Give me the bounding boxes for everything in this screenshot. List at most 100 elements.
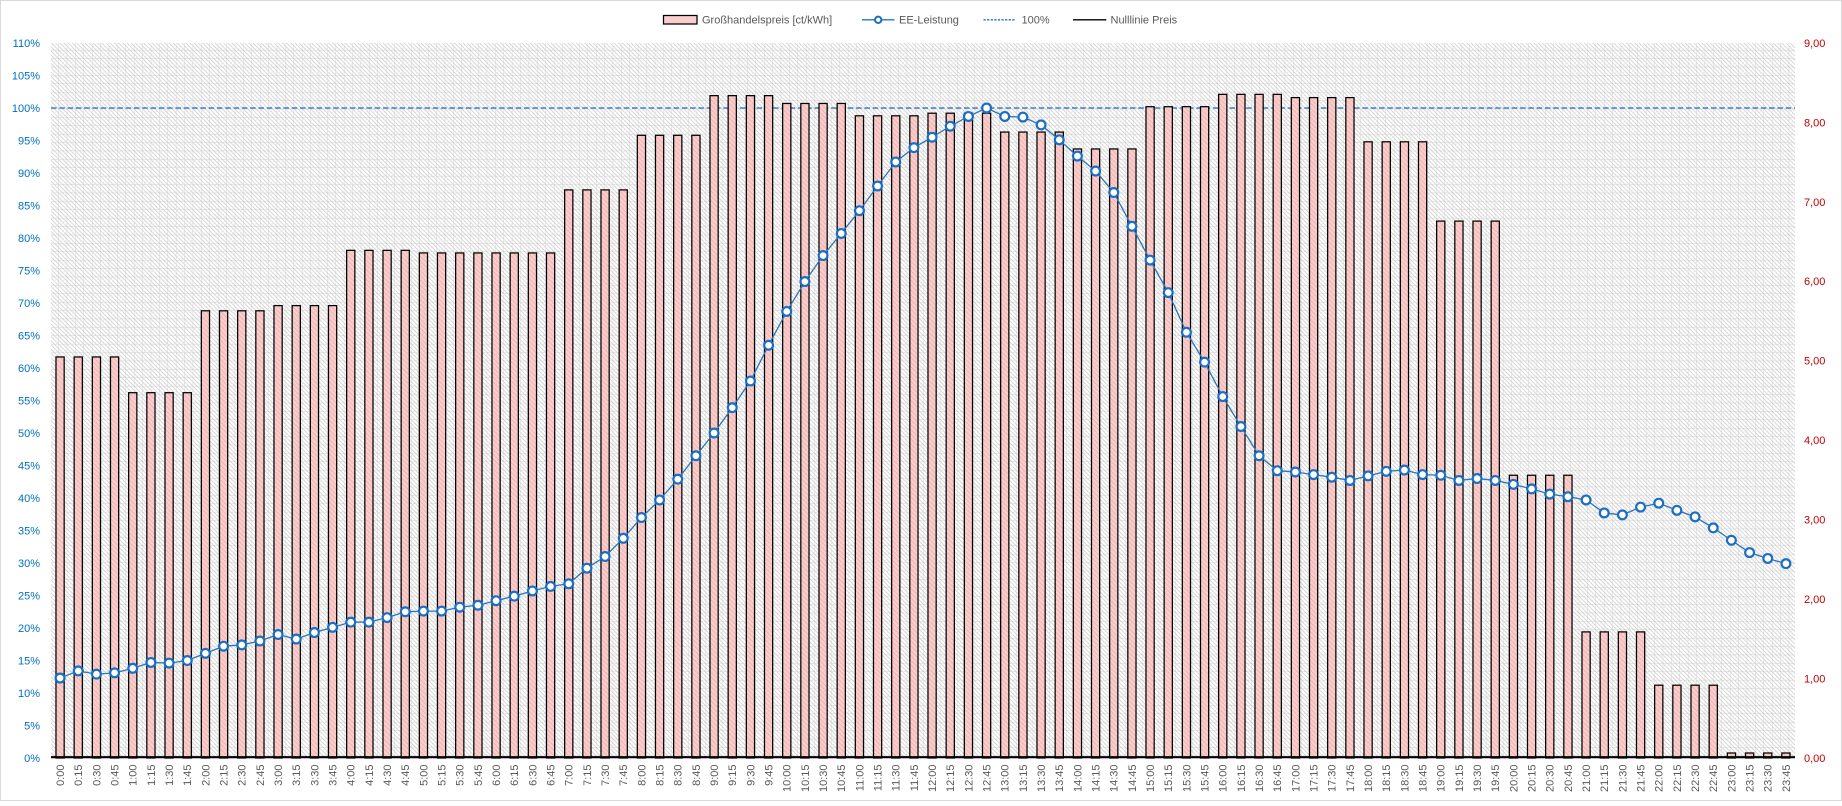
svg-text:12:00: 12:00: [927, 765, 939, 793]
svg-text:100%: 100%: [12, 103, 40, 115]
svg-text:11:00: 11:00: [854, 765, 866, 792]
svg-text:17:00: 17:00: [1290, 765, 1302, 793]
svg-text:11:45: 11:45: [909, 765, 921, 792]
svg-text:23:30: 23:30: [1763, 765, 1775, 793]
svg-text:14:00: 14:00: [1072, 765, 1084, 793]
svg-text:0:30: 0:30: [91, 765, 103, 786]
svg-text:10:00: 10:00: [782, 765, 794, 793]
svg-text:12:45: 12:45: [981, 765, 993, 793]
svg-text:23:00: 23:00: [1726, 765, 1738, 793]
svg-text:5:45: 5:45: [473, 765, 485, 786]
svg-text:17:15: 17:15: [1308, 765, 1320, 793]
svg-text:17:30: 17:30: [1327, 765, 1339, 793]
svg-text:15:00: 15:00: [1145, 765, 1157, 793]
svg-text:110%: 110%: [13, 38, 41, 50]
svg-text:85%: 85%: [18, 200, 40, 212]
svg-text:20:00: 20:00: [1508, 765, 1520, 793]
svg-text:11:15: 11:15: [872, 765, 884, 792]
svg-text:16:30: 16:30: [1254, 765, 1266, 793]
svg-text:16:45: 16:45: [1272, 765, 1284, 793]
svg-text:7:30: 7:30: [600, 765, 612, 786]
svg-text:12:30: 12:30: [963, 765, 975, 793]
svg-text:90%: 90%: [18, 168, 40, 180]
svg-text:2:30: 2:30: [237, 765, 249, 786]
svg-text:18:45: 18:45: [1417, 765, 1429, 793]
svg-text:45%: 45%: [18, 460, 40, 472]
svg-text:9:00: 9:00: [709, 765, 721, 786]
svg-text:5%: 5%: [24, 720, 40, 732]
svg-text:0:45: 0:45: [109, 765, 121, 786]
svg-text:1:30: 1:30: [164, 765, 176, 786]
svg-text:1:00: 1:00: [128, 765, 140, 786]
svg-text:5,00: 5,00: [1804, 356, 1825, 368]
svg-text:9:45: 9:45: [763, 765, 775, 786]
svg-text:75%: 75%: [18, 265, 40, 277]
svg-text:0:15: 0:15: [73, 765, 85, 786]
svg-text:8:45: 8:45: [691, 765, 703, 786]
svg-text:Großhandelspreis [ct/kWh]: Großhandelspreis [ct/kWh]: [702, 15, 832, 27]
svg-text:0%: 0%: [24, 753, 40, 765]
svg-text:23:15: 23:15: [1744, 765, 1756, 793]
svg-text:12:15: 12:15: [945, 765, 957, 793]
svg-text:5:30: 5:30: [455, 765, 467, 786]
svg-text:30%: 30%: [18, 558, 40, 570]
svg-text:4,00: 4,00: [1804, 435, 1825, 447]
svg-text:15:45: 15:45: [1199, 765, 1211, 793]
svg-text:3:45: 3:45: [327, 765, 339, 786]
svg-text:21:30: 21:30: [1617, 765, 1629, 793]
svg-text:8,00: 8,00: [1804, 117, 1825, 129]
svg-text:3:00: 3:00: [273, 765, 285, 786]
svg-text:19:15: 19:15: [1454, 765, 1466, 793]
svg-text:EE-Leistung: EE-Leistung: [899, 15, 959, 27]
svg-text:105%: 105%: [12, 70, 40, 82]
svg-text:8:00: 8:00: [636, 765, 648, 786]
svg-text:23:45: 23:45: [1781, 765, 1793, 793]
svg-text:6:00: 6:00: [491, 765, 503, 786]
svg-text:0,00: 0,00: [1804, 753, 1825, 765]
svg-text:14:30: 14:30: [1109, 765, 1121, 793]
svg-text:6:30: 6:30: [527, 765, 539, 786]
svg-text:7,00: 7,00: [1804, 197, 1825, 209]
svg-text:8:30: 8:30: [673, 765, 685, 786]
svg-text:4:30: 4:30: [382, 765, 394, 786]
svg-text:5:15: 5:15: [436, 765, 448, 786]
svg-text:Nulllinie Preis: Nulllinie Preis: [1111, 15, 1178, 27]
svg-text:7:00: 7:00: [564, 765, 576, 786]
svg-text:11:30: 11:30: [891, 765, 903, 792]
svg-text:5:00: 5:00: [418, 765, 430, 786]
svg-text:13:30: 13:30: [1036, 765, 1048, 793]
svg-text:25%: 25%: [18, 590, 40, 602]
svg-text:15:15: 15:15: [1163, 765, 1175, 793]
svg-text:22:00: 22:00: [1654, 765, 1666, 793]
svg-text:10:30: 10:30: [818, 765, 830, 793]
svg-text:9,00: 9,00: [1804, 38, 1825, 50]
svg-text:1:15: 1:15: [146, 765, 158, 786]
svg-text:19:00: 19:00: [1436, 765, 1448, 793]
svg-text:18:00: 18:00: [1363, 765, 1375, 793]
svg-text:6,00: 6,00: [1804, 276, 1825, 288]
svg-text:6:15: 6:15: [509, 765, 521, 786]
svg-text:10%: 10%: [18, 688, 40, 700]
svg-text:8:15: 8:15: [654, 765, 666, 786]
svg-text:100%: 100%: [1022, 15, 1050, 27]
svg-text:21:00: 21:00: [1581, 765, 1593, 793]
svg-text:2:15: 2:15: [218, 765, 230, 786]
svg-text:65%: 65%: [18, 330, 40, 342]
svg-text:16:00: 16:00: [1218, 765, 1230, 793]
svg-text:10:45: 10:45: [836, 765, 848, 793]
svg-text:40%: 40%: [18, 493, 40, 505]
svg-text:70%: 70%: [18, 298, 40, 310]
svg-text:35%: 35%: [18, 525, 40, 537]
svg-text:4:15: 4:15: [364, 765, 376, 786]
svg-text:17:45: 17:45: [1345, 765, 1357, 793]
svg-text:22:15: 22:15: [1672, 765, 1684, 793]
svg-text:4:00: 4:00: [346, 765, 358, 786]
svg-text:55%: 55%: [18, 395, 40, 407]
svg-text:14:45: 14:45: [1127, 765, 1139, 793]
svg-text:1,00: 1,00: [1804, 673, 1825, 685]
svg-text:95%: 95%: [18, 135, 40, 147]
svg-text:2:45: 2:45: [255, 765, 267, 786]
svg-text:19:45: 19:45: [1490, 765, 1502, 793]
svg-text:0:00: 0:00: [55, 765, 67, 786]
svg-text:7:15: 7:15: [582, 765, 594, 786]
